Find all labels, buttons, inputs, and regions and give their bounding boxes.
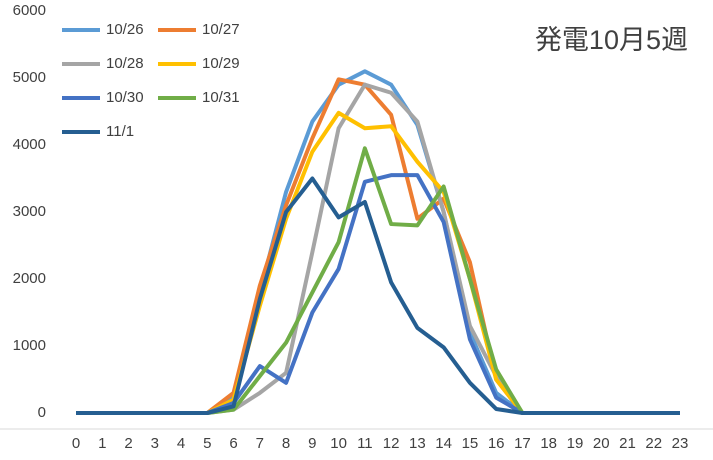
- chart-title: 発電10月5週: [535, 25, 688, 55]
- series-line: [76, 82, 680, 415]
- legend-label: 10/29: [202, 55, 240, 72]
- x-tick-label: 15: [462, 435, 479, 452]
- x-tick-label: 12: [383, 435, 400, 452]
- y-tick-label: 3000: [13, 203, 46, 220]
- x-tick-label: 18: [540, 435, 557, 452]
- legend-label: 10/31: [202, 89, 240, 106]
- x-tick-label: 23: [672, 435, 689, 452]
- x-tick-label: 1: [98, 435, 106, 452]
- x-tick-label: 16: [488, 435, 505, 452]
- x-tick-label: 17: [514, 435, 531, 452]
- x-tick-label: 10: [330, 435, 347, 452]
- x-tick-label: 7: [256, 435, 264, 452]
- x-tick-label: 20: [593, 435, 610, 452]
- x-tick-label: 11: [357, 435, 373, 452]
- y-tick-label: 0: [38, 404, 46, 421]
- series-line: [76, 146, 680, 415]
- legend-label: 10/26: [106, 21, 144, 38]
- x-tick-label: 3: [151, 435, 159, 452]
- x-tick-label: 22: [645, 435, 662, 452]
- x-tick-label: 14: [435, 435, 452, 452]
- series-line: [76, 176, 680, 415]
- x-tick-label: 8: [282, 435, 290, 452]
- x-tick-label: 9: [308, 435, 316, 452]
- y-tick-label: 5000: [13, 69, 46, 86]
- y-tick-label: 2000: [13, 270, 46, 287]
- legend-label: 10/28: [106, 55, 144, 72]
- x-tick-label: 4: [177, 435, 185, 452]
- series-line: [76, 110, 680, 415]
- x-tick-label: 0: [72, 435, 80, 452]
- y-tick-label: 1000: [13, 337, 46, 354]
- y-tick-label: 6000: [13, 2, 46, 19]
- x-tick-label: 2: [124, 435, 132, 452]
- x-tick-label: 21: [619, 435, 636, 452]
- x-tick-label: 5: [203, 435, 211, 452]
- y-tick-label: 4000: [13, 136, 46, 153]
- x-tick-label: 13: [409, 435, 426, 452]
- series-line: [76, 173, 680, 415]
- legend-label: 10/30: [106, 89, 144, 106]
- legend-label: 11/1: [106, 123, 134, 140]
- legend-label: 10/27: [202, 21, 240, 38]
- x-tick-label: 6: [229, 435, 237, 452]
- x-tick-label: 19: [567, 435, 584, 452]
